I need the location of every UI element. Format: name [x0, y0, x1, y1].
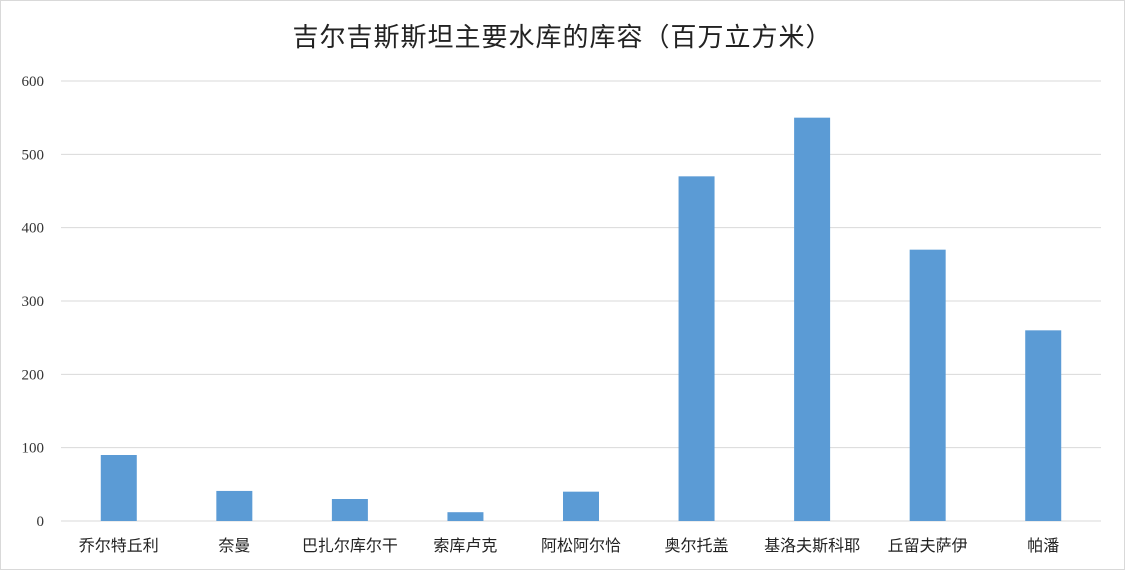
x-category-label: 奈曼: [218, 536, 250, 555]
y-tick-label: 0: [37, 514, 45, 530]
x-category-label: 帕潘: [1027, 536, 1059, 555]
x-category-label: 索库卢克: [433, 536, 497, 555]
bar: [1025, 330, 1062, 521]
y-tick-label: 100: [22, 441, 45, 457]
bar: [447, 512, 484, 521]
bar: [100, 455, 137, 521]
chart-title: 吉尔吉斯斯坦主要水库的库容（百万立方米）: [292, 23, 833, 53]
y-tick-label: 400: [22, 221, 45, 237]
bar: [909, 249, 946, 521]
y-tick-label: 600: [22, 74, 45, 90]
bar: [563, 491, 599, 521]
bar: [331, 499, 368, 521]
x-category-label: 基洛夫斯科耶: [764, 536, 860, 555]
x-category-label: 巴扎尔库尔干: [302, 536, 398, 555]
bar: [216, 490, 253, 521]
y-tick-label: 200: [22, 367, 45, 383]
bar: [794, 117, 831, 522]
bar: [678, 176, 715, 522]
x-category-label: 丘留夫萨伊: [888, 536, 968, 555]
y-tick-label: 500: [22, 147, 45, 163]
x-category-label: 奥尔托盖: [665, 536, 729, 555]
x-category-label: 阿松阿尔恰: [541, 536, 621, 555]
x-category-label: 乔尔特丘利: [79, 536, 159, 555]
y-tick-label: 300: [22, 294, 45, 310]
